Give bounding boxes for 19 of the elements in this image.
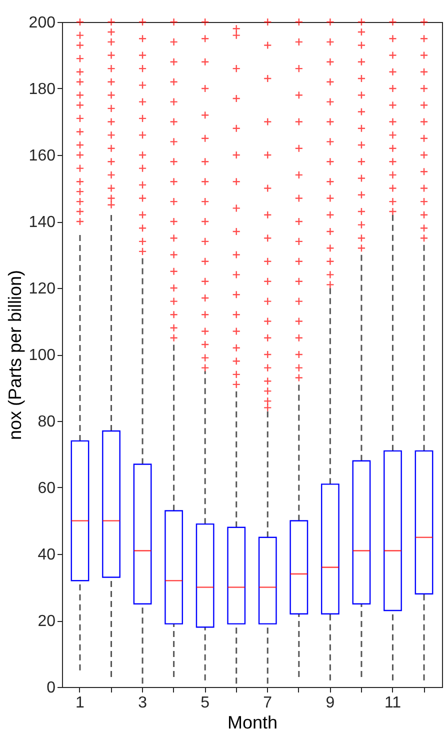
x-tick-label: 11 bbox=[384, 694, 402, 712]
x-tick-label: 9 bbox=[326, 694, 335, 712]
y-tick-label: 40 bbox=[38, 546, 56, 564]
y-tick-label: 140 bbox=[28, 214, 56, 231]
y-tick-label: 0 bbox=[46, 680, 56, 696]
y-axis-title: nox (Parts per billion) bbox=[4, 270, 25, 440]
y-tick-label: 100 bbox=[28, 347, 56, 364]
x-axis-title: Month bbox=[227, 712, 278, 732]
x-tick-label: 5 bbox=[200, 694, 210, 712]
x-tick-label: 7 bbox=[263, 694, 272, 712]
x-tick-label: 3 bbox=[138, 694, 148, 712]
y-tick-label: 80 bbox=[38, 414, 56, 430]
y-tick-label: 180 bbox=[28, 81, 56, 98]
y-tick-label: 160 bbox=[28, 148, 56, 164]
y-tick-label: 60 bbox=[38, 480, 56, 497]
y-tick-label: 20 bbox=[38, 613, 56, 630]
x-tick-label: 1 bbox=[76, 694, 85, 712]
y-tick-label: 120 bbox=[28, 280, 56, 298]
y-tick-label: 200 bbox=[28, 14, 56, 32]
